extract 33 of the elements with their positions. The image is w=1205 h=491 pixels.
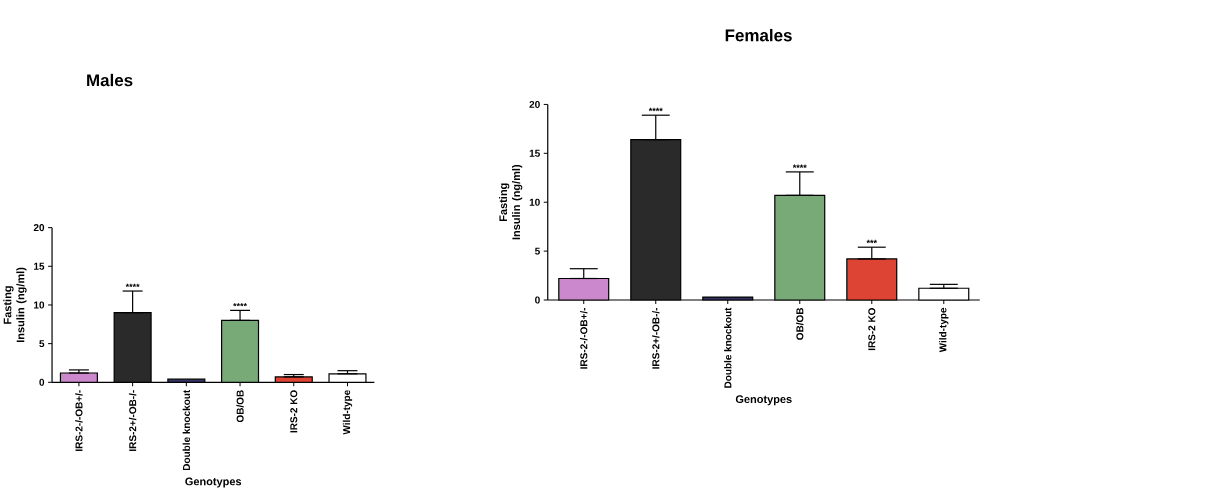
annotation: ****	[648, 107, 663, 112]
y-tick-label: 0	[39, 378, 45, 386]
x-tick-label: Wild-type	[342, 390, 353, 435]
chart-title: Females	[725, 28, 792, 42]
annotation: ****	[792, 164, 807, 168]
x-tick-label: IRS-2-/-OB+/-	[580, 307, 588, 369]
y-tick-label: 10	[529, 198, 540, 206]
chart-title: Males	[87, 73, 133, 87]
y-tick-label: 15	[529, 149, 540, 157]
y-tick-label: 0	[535, 296, 540, 304]
y-tick-label: 10	[34, 301, 45, 309]
y-tick-label: 15	[34, 262, 45, 270]
x-tick-label: IRS-2+/-OB-/-	[652, 307, 660, 369]
x-tick-label: IRS-2 KO	[290, 390, 298, 433]
y-tick-label: 5	[39, 340, 45, 348]
x-tick-label: Wild-type	[939, 307, 949, 353]
x-tick-label: IRS-2-/-OB+/-	[75, 390, 83, 452]
x-tick-label: OB/OB	[796, 308, 804, 340]
annotation: ***	[866, 239, 878, 244]
x-axis-title: Genotypes	[735, 395, 792, 406]
annotation: ****	[233, 303, 248, 307]
x-tick-label: Double knockout	[724, 307, 732, 388]
x-tick-label: OB/OB	[236, 390, 244, 423]
y-axis-title: Fasting Insulin (ng/ml)	[3, 267, 27, 343]
x-tick-label: IRS-2 KO	[868, 308, 876, 351]
x-axis-title: Genotypes	[185, 477, 242, 488]
y-tick-label: 20	[33, 224, 45, 232]
y-axis-title: Fasting Insulin (ng/ml)	[499, 165, 523, 240]
y-tick-label: 5	[534, 247, 540, 255]
x-tick-label: IRS-2+/-OB-/-	[128, 390, 137, 452]
annotation: ****	[125, 283, 140, 288]
x-tick-label: Double knockout	[182, 389, 190, 471]
y-tick-label: 20	[529, 100, 540, 109]
